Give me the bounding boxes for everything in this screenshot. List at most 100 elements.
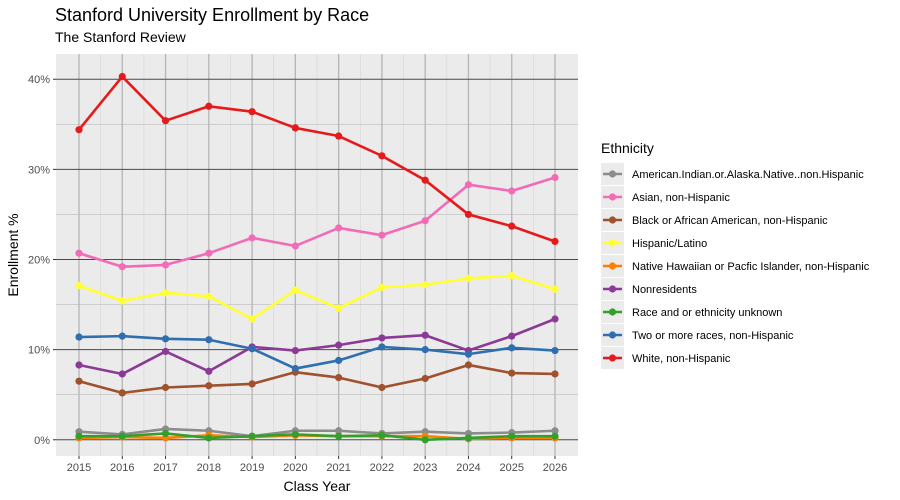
data-point [248,234,256,242]
data-point [464,350,473,358]
data-point [161,335,170,343]
x-tick-label: 2019 [240,462,264,474]
series-points [75,72,559,444]
y-tick-label: 40% [28,74,50,86]
data-point [75,377,83,385]
data-point [75,249,83,257]
data-point [118,72,126,81]
legend-label: Black or African American, non-Hispanic [632,215,828,227]
data-point [464,361,473,369]
legend-key-point [608,262,617,270]
data-point [464,434,473,442]
data-point [75,361,83,369]
data-point [421,176,429,184]
data-point [551,346,559,355]
data-point [378,383,386,392]
legend-key-point [608,193,617,201]
data-point [205,336,213,344]
data-point [335,224,343,232]
data-point [75,126,83,134]
data-point [378,231,386,239]
x-tick-label: 2026 [543,462,567,474]
data-point [508,369,516,377]
series-line [78,363,556,395]
data-point [161,347,170,356]
minor-gridlines [56,54,578,456]
x-tick-label: 2018 [197,462,221,474]
data-point [75,432,83,440]
legend-label: Asian, non-Hispanic [632,192,730,204]
x-tick-label: 2016 [110,462,134,474]
data-point [161,117,170,125]
data-point [551,427,559,435]
data-point [508,272,516,280]
data-point [291,124,299,132]
data-point [508,332,516,340]
data-point [378,431,386,439]
x-tick-label: 2017 [153,462,177,474]
data-point [378,152,386,160]
data-point [118,297,126,305]
data-point [118,263,126,271]
data-point [248,345,256,353]
data-point [378,283,386,292]
y-tick-label: 30% [28,164,50,176]
y-axis-ticks: 0% 10% 20% 30% 40% [28,74,56,447]
y-tick-label: 20% [28,255,50,267]
legend-key-point [608,285,617,293]
series-line [78,274,556,321]
data-point [118,370,126,378]
legend-label: Race and or ethnicity unknown [632,307,782,319]
x-tick-label: 2020 [283,462,307,474]
data-point [291,364,299,373]
legend-label: Native Hawaiian or Pacfic Islander, non-… [632,261,870,273]
x-axis-title: Class Year [284,478,351,494]
data-point [291,286,299,294]
data-point [248,380,256,388]
data-point [335,341,343,349]
legend-key-point [608,170,617,178]
legend-label: White, non-Hispanic [632,353,731,365]
x-tick-label: 2025 [499,462,523,474]
y-tick-label: 10% [28,345,50,357]
legend-key-point [608,216,617,224]
legend-title: Ethnicity [601,140,654,156]
legend-key-point [608,354,617,362]
series-line [77,75,556,243]
x-tick-label: 2023 [413,462,437,474]
series-lines [77,75,556,442]
data-point [335,132,343,140]
series-line [79,432,555,442]
data-point [161,289,170,297]
x-tick-label: 2021 [326,462,350,474]
data-point [291,346,299,355]
data-point [205,292,213,301]
chart-subtitle: The Stanford Review [55,29,187,45]
legend: American.Indian.or.Alaska.Native..non.Hi… [601,163,870,369]
x-tick-label: 2024 [456,462,480,474]
data-point [421,346,429,354]
data-point [464,274,473,283]
data-point [335,304,343,312]
data-point [551,285,559,293]
data-point [551,315,559,323]
data-point [551,237,559,246]
series-line [78,427,556,438]
series-line [78,334,556,370]
data-point [161,261,170,269]
legend-key-point [608,308,617,316]
data-point [508,344,516,352]
data-point [421,374,429,383]
data-point [205,102,213,110]
data-point [335,427,343,435]
data-point [421,331,429,339]
data-point [118,332,126,340]
data-point [464,181,473,189]
data-point [161,429,170,438]
data-point [508,187,516,195]
data-point [335,432,343,440]
series-line [78,176,556,269]
legend-label: Two or more races, non-Hispanic [632,330,794,342]
data-point [205,434,213,442]
